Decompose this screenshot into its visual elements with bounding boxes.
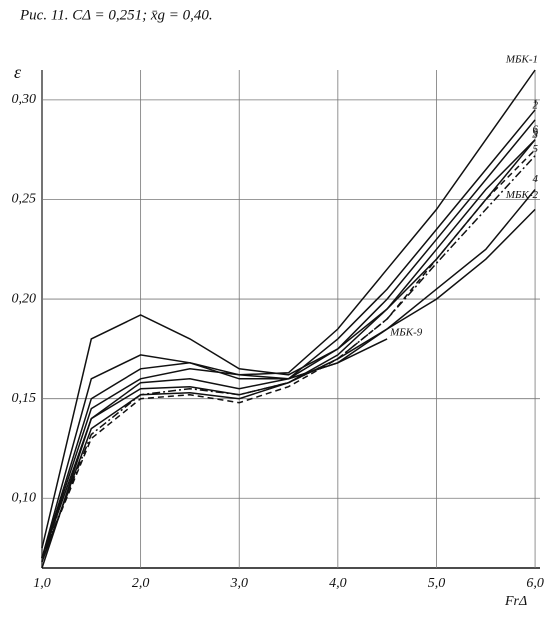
series-label: 6: [533, 123, 539, 135]
series-line: [41, 139, 536, 549]
series-line: [41, 109, 536, 569]
series-label: 9: [533, 127, 539, 139]
x-tick-label: 6,0: [526, 576, 544, 591]
x-tick-label: 2,0: [132, 576, 150, 591]
series-label: 5: [533, 143, 539, 155]
y-tick-label: 0,25: [12, 192, 37, 207]
series-line: [41, 69, 536, 559]
series-label: МБК-9: [389, 326, 423, 338]
series-label: 4: [533, 173, 539, 185]
series-line: [41, 189, 536, 559]
y-tick-label: 0,10: [12, 490, 37, 505]
y-tick-label: 0,15: [12, 391, 37, 406]
y-axis-label: ε: [14, 62, 22, 82]
series-line: [41, 208, 536, 559]
y-tick-label: 0,20: [12, 291, 37, 306]
x-tick-label: 1,0: [33, 576, 51, 591]
series-line: [41, 149, 536, 559]
series-label: 3: [532, 129, 539, 141]
x-axis-label: FrΔ: [504, 594, 527, 609]
chart-title: Рис. 11. CΔ = 0,251; x̄g = 0,40.: [19, 7, 213, 23]
x-tick-label: 3,0: [229, 576, 248, 591]
series-line: [288, 338, 388, 380]
series-label: 1: [533, 97, 539, 109]
x-tick-label: 4,0: [329, 576, 347, 591]
series-line: [41, 155, 536, 559]
x-tick-label: 5,0: [428, 576, 446, 591]
y-tick-label: 0,30: [12, 92, 37, 107]
series-label: МБК-2: [505, 189, 539, 201]
series-label: МБК-1: [505, 54, 538, 66]
series-line: [41, 119, 536, 559]
series-label: 2: [533, 99, 539, 111]
